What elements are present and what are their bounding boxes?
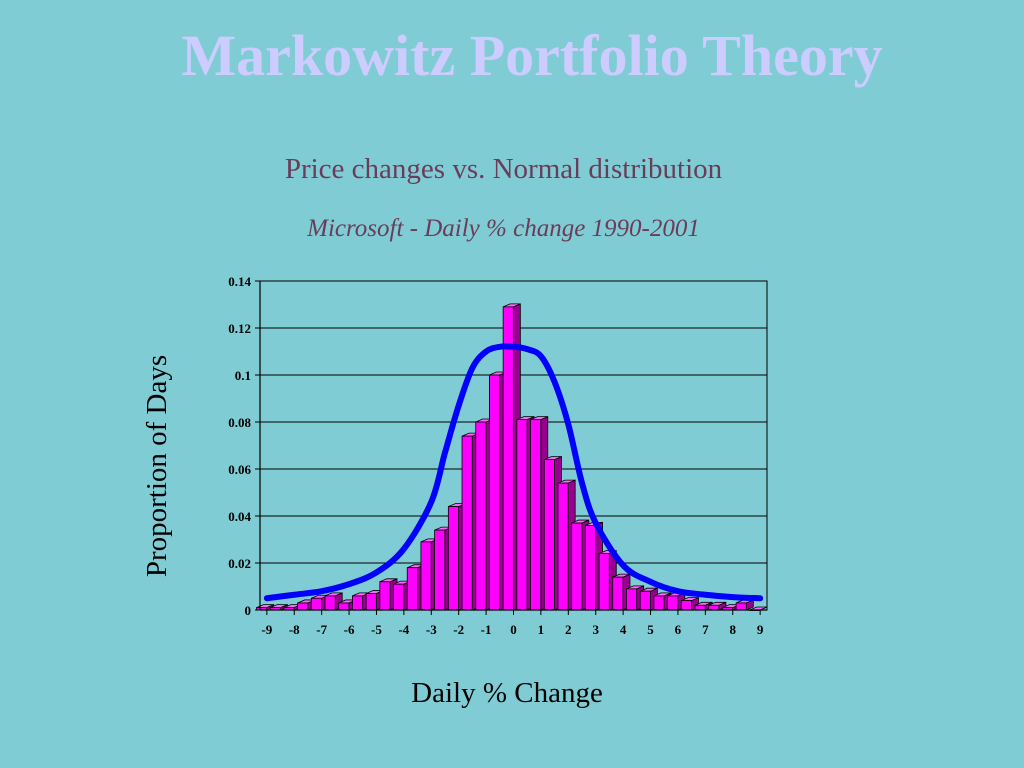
x-tick-label: 8: [729, 622, 736, 637]
x-tick-label: -6: [344, 622, 355, 637]
bar-front: [310, 597, 322, 611]
bar-front: [489, 374, 501, 611]
bar-front: [516, 419, 528, 611]
bar-front: [543, 459, 555, 611]
y-tick-label: 0.06: [228, 462, 251, 477]
x-tick-label: -2: [453, 622, 464, 637]
x-tick-label: 4: [620, 622, 627, 637]
bar-front: [406, 567, 418, 611]
bar-front: [475, 421, 487, 611]
bar-front: [365, 593, 377, 611]
bar: [680, 596, 699, 611]
normal-curve: [263, 343, 764, 602]
bar-front: [626, 588, 638, 611]
bar-front: [680, 600, 692, 611]
bar-front: [502, 306, 514, 611]
x-tick-label: 0: [510, 622, 517, 637]
bar-front: [297, 602, 309, 611]
y-tick-label: 0.04: [228, 509, 251, 524]
x-tick-label: 5: [647, 622, 654, 637]
x-tick-label: -5: [371, 622, 382, 637]
slide-title: Markowitz Portfolio Theory: [181, 23, 883, 88]
x-tick-label: -3: [426, 622, 437, 637]
bar-front: [735, 602, 747, 611]
bar-front: [708, 604, 720, 611]
bar-front: [557, 482, 569, 611]
bar-front: [612, 576, 624, 611]
y-tick-label: 0.14: [228, 274, 251, 289]
x-tick-label: -4: [398, 622, 409, 637]
bar: [735, 599, 754, 611]
bar-front: [584, 525, 596, 611]
chart-subtitle: Microsoft - Daily % change 1990-2001: [307, 215, 700, 242]
bar-front: [434, 529, 446, 611]
bar-front: [393, 583, 405, 611]
y-tick-label: 0: [245, 603, 252, 618]
bar-front: [461, 435, 473, 611]
chart-title: Price changes vs. Normal distribution: [284, 153, 723, 185]
bar-front: [667, 595, 679, 611]
y-tick-label: 0.1: [235, 368, 251, 383]
y-axis-title: Proportion of Days: [141, 355, 173, 577]
bar-front: [571, 522, 583, 611]
x-tick-label: 7: [702, 622, 709, 637]
x-tick-label: 1: [538, 622, 545, 637]
bar-front: [447, 506, 459, 611]
x-axis-title: Daily % Change: [411, 677, 603, 709]
x-tick-label: -9: [261, 622, 272, 637]
bar-front: [694, 604, 706, 611]
bar-front: [598, 553, 610, 611]
x-tick-label: 6: [675, 622, 682, 637]
x-tick-label: 2: [565, 622, 572, 637]
bar-front: [379, 581, 391, 611]
bar-front: [338, 602, 350, 611]
bar-front: [352, 595, 364, 611]
x-tick-label: -1: [481, 622, 492, 637]
x-tick-label: 3: [592, 622, 599, 637]
bar-front: [324, 595, 336, 611]
x-tick-label: 9: [757, 622, 764, 637]
x-tick-label: -8: [289, 622, 300, 637]
bar-front: [653, 595, 665, 611]
x-tick-label: -7: [316, 622, 327, 637]
bar-front: [639, 590, 651, 611]
bar-front: [530, 419, 542, 611]
y-tick-label: 0.02: [228, 556, 251, 571]
bar-front: [420, 541, 432, 611]
y-tick-label: 0.12: [228, 321, 251, 336]
y-tick-label: 0.08: [228, 415, 251, 430]
